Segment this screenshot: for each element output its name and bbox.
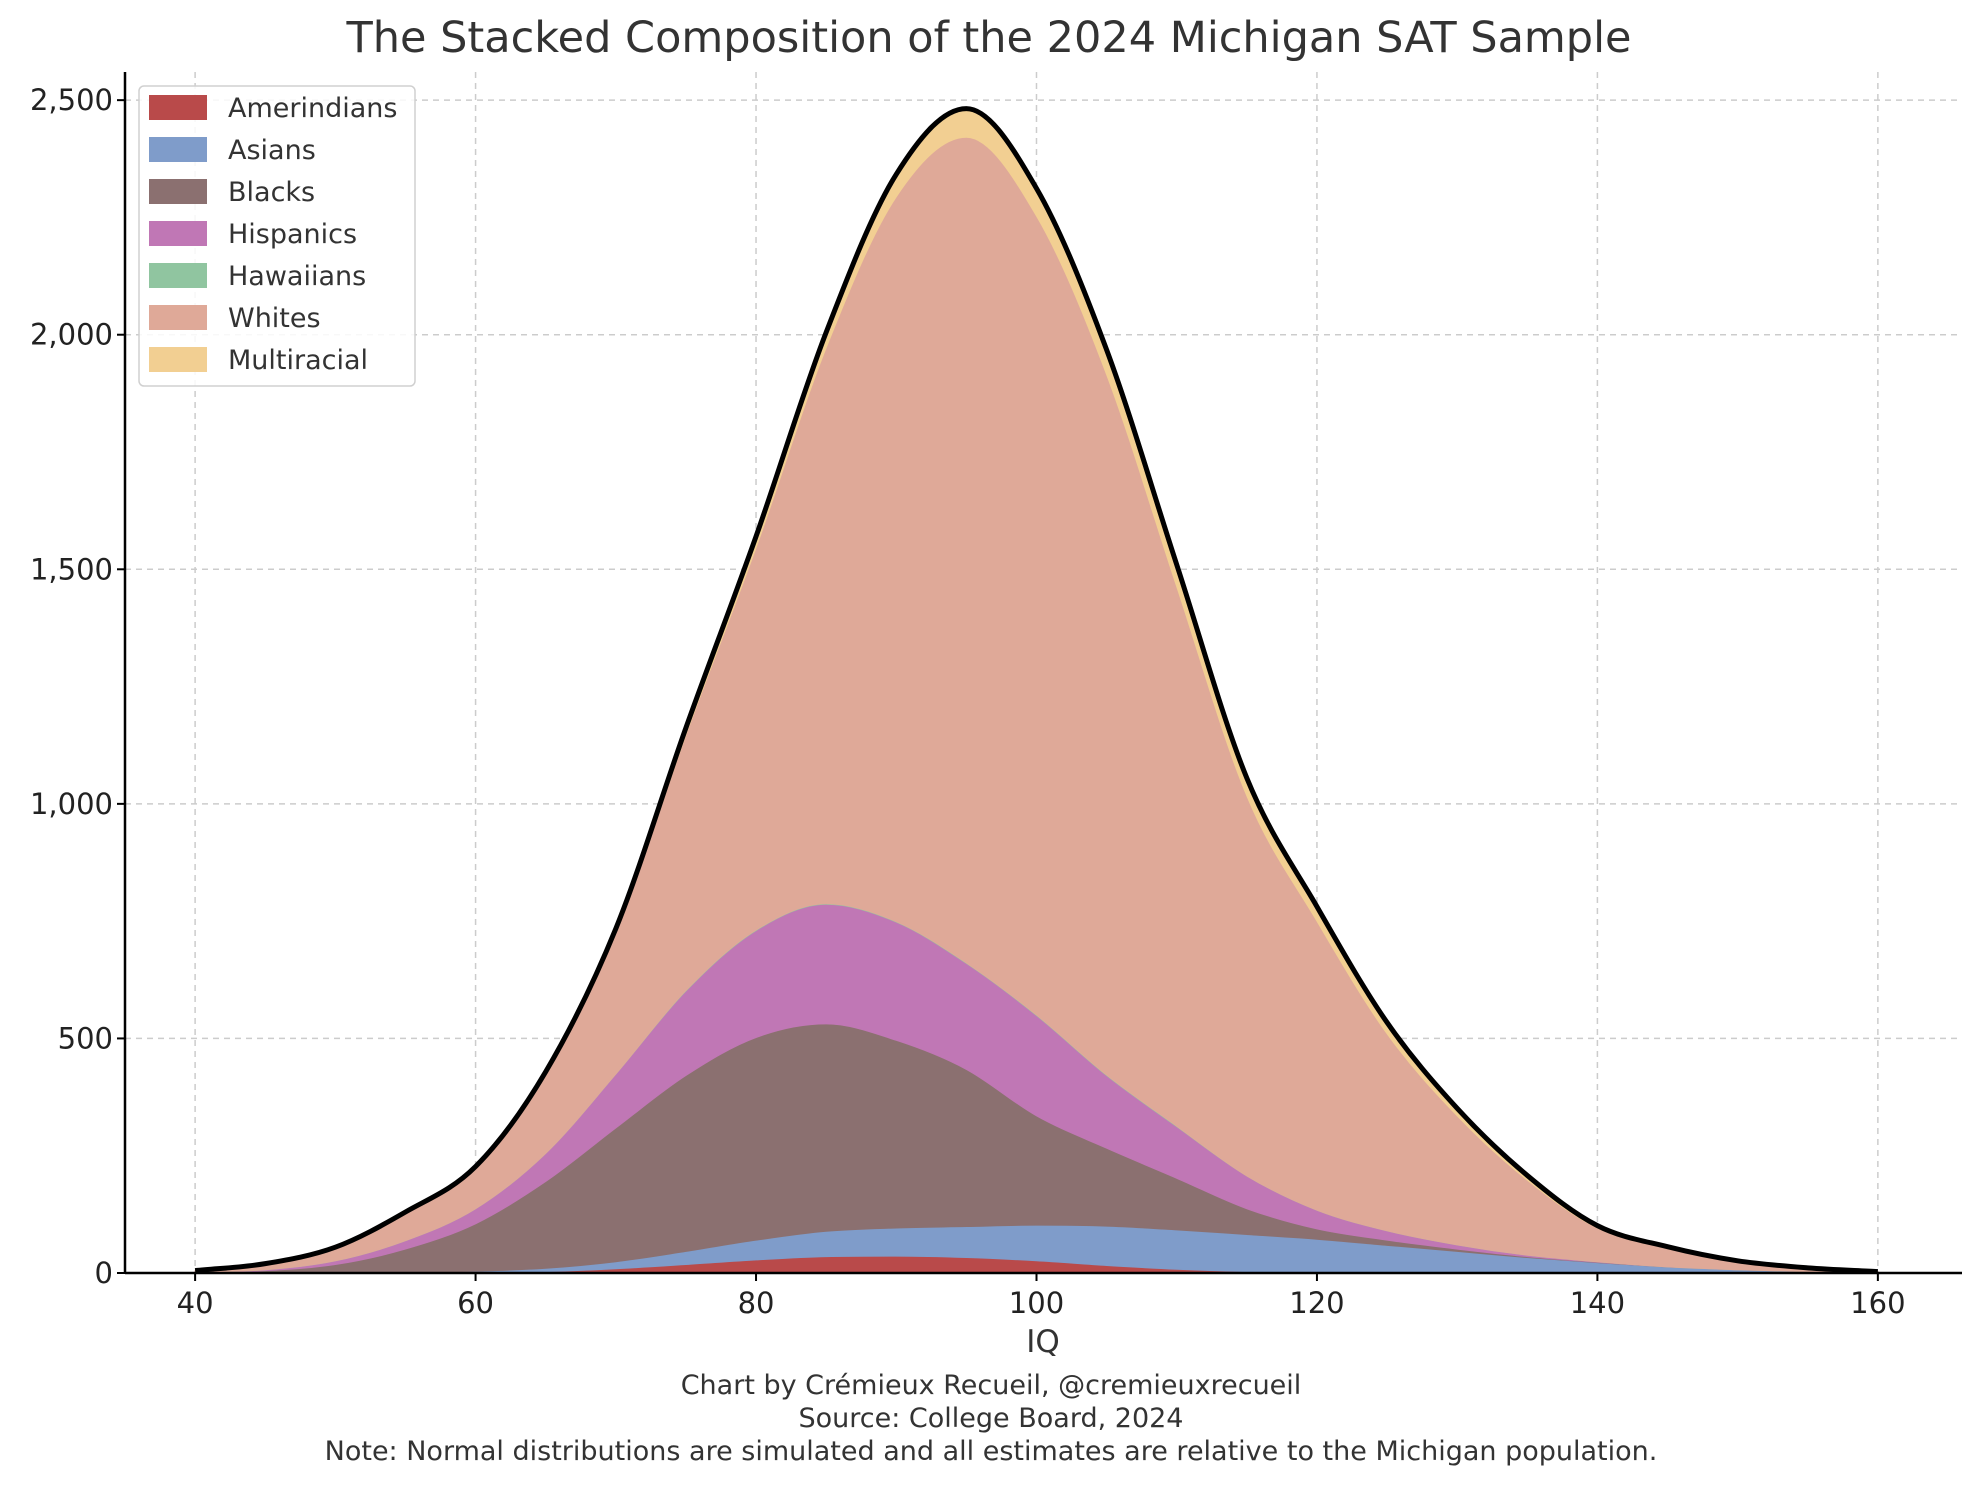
legend-swatch [149, 137, 207, 162]
credit-author: Chart by Crémieux Recueil, @cremieuxrecu… [681, 1370, 1302, 1401]
x-tick-label: 40 [177, 1286, 214, 1320]
y-tick-label: 0 [95, 1256, 113, 1290]
legend-box [138, 85, 416, 387]
chart-title: The Stacked Composition of the 2024 Mich… [345, 13, 1631, 63]
y-tick-label: 2,500 [30, 83, 113, 117]
legend-swatch [149, 305, 207, 330]
y-tick-label: 2,000 [30, 318, 113, 352]
legend: Amerindians Asians Blacks Hispanics Hawaiian… [138, 85, 416, 387]
x-tick-label: 120 [1289, 1286, 1344, 1320]
legend-swatch [149, 263, 207, 288]
legend-label: Amerindians [228, 93, 397, 124]
y-tick-label: 1,500 [30, 552, 113, 586]
y-tick-label: 500 [58, 1021, 113, 1055]
legend-swatch [149, 179, 207, 204]
legend-label: Hispanics [228, 219, 357, 250]
legend-swatch [149, 347, 207, 372]
x-tick-label: 60 [457, 1286, 494, 1320]
axes: 40 60 80 100 120 140 160 0 500 1,000 1,500 2,000 2,5… [30, 72, 1962, 1320]
stacked-areas [194, 108, 1879, 1274]
legend-label: Whites [228, 303, 321, 334]
x-tick-label: 100 [1009, 1286, 1064, 1320]
total-outline-line [194, 106, 1878, 1275]
legend-label: Multiracial [228, 345, 368, 376]
x-tick-label: 80 [738, 1286, 775, 1320]
legend-swatch [149, 221, 207, 246]
legend-label: Blacks [228, 177, 315, 208]
legend-label: Asians [228, 135, 316, 166]
legend-swatch [149, 95, 207, 120]
x-axis-label: IQ [1026, 1324, 1060, 1360]
x-tick-label: 140 [1570, 1286, 1625, 1320]
credit-note: Note: Normal distributions are simulated… [325, 1436, 1658, 1467]
credit-source: Source: College Board, 2024 [799, 1403, 1184, 1434]
legend-label: Hawaiians [228, 261, 366, 292]
y-tick-label: 1,000 [30, 787, 113, 821]
x-tick-label: 160 [1850, 1286, 1905, 1320]
